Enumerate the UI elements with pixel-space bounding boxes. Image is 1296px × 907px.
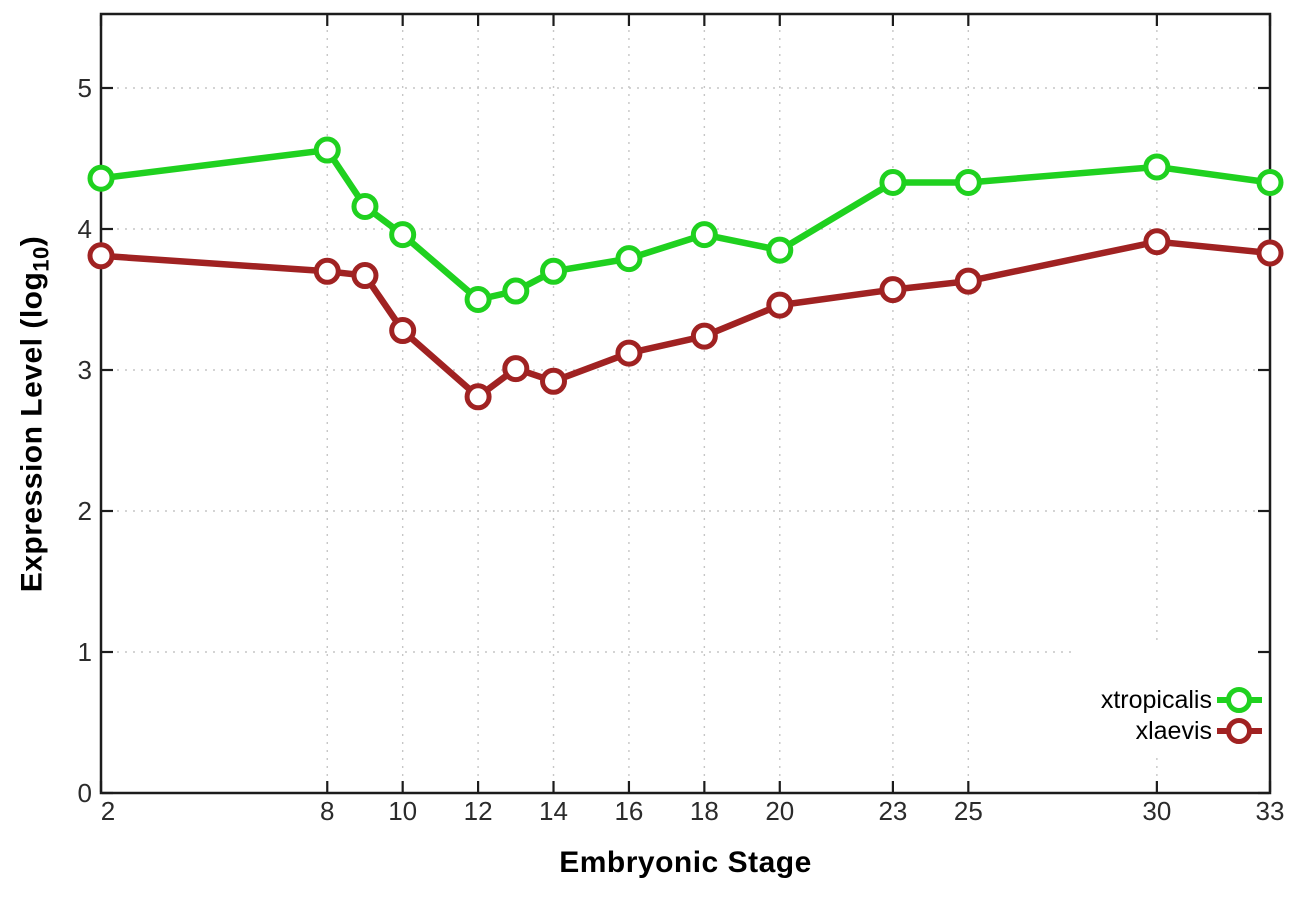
data-point-marker bbox=[540, 367, 568, 395]
data-point-marker bbox=[351, 262, 379, 290]
data-point-marker bbox=[313, 136, 341, 164]
x-tick-label: 12 bbox=[464, 796, 493, 826]
data-point-marker bbox=[1256, 168, 1284, 196]
legend-row-xlaevis: xlaevis bbox=[1136, 717, 1262, 745]
y-axis-title-text: Expression Level (log bbox=[15, 271, 49, 593]
x-tick-label: 20 bbox=[765, 796, 794, 826]
data-point-marker bbox=[313, 257, 341, 285]
data-point-marker bbox=[879, 276, 907, 304]
y-axis-title: Expression Level (log10) bbox=[16, 236, 55, 593]
data-point-marker bbox=[954, 168, 982, 196]
data-point-marker bbox=[87, 242, 115, 270]
data-point-marker bbox=[464, 383, 492, 411]
series-markers-xlaevis bbox=[87, 228, 1284, 411]
data-point-marker bbox=[1143, 228, 1171, 256]
y-tick-label: 0 bbox=[78, 778, 92, 808]
data-point-marker bbox=[1256, 239, 1284, 267]
legend-row-xtropicalis: xtropicalis bbox=[1101, 686, 1262, 714]
data-point-marker bbox=[540, 257, 568, 285]
y-tick-label: 5 bbox=[78, 73, 92, 103]
x-axis-title: Embryonic Stage bbox=[559, 846, 812, 879]
x-tick-label: 23 bbox=[878, 796, 907, 826]
legend-sample-marker bbox=[1226, 718, 1252, 744]
series-line-xlaevis bbox=[100, 238, 1271, 401]
x-tick-label: 16 bbox=[614, 796, 643, 826]
axis-ticks bbox=[99, 15, 1272, 795]
x-tick-label: 14 bbox=[539, 796, 568, 826]
x-tick-label: 10 bbox=[388, 796, 417, 826]
x-tick-label: 18 bbox=[690, 796, 719, 826]
data-point-marker bbox=[464, 286, 492, 313]
y-tick-label: 1 bbox=[78, 637, 92, 667]
legend-label-xtropicalis: xtropicalis bbox=[1101, 686, 1212, 714]
x-tick-label: 30 bbox=[1142, 796, 1171, 826]
data-point-marker bbox=[766, 236, 794, 264]
x-tick-label: 33 bbox=[1256, 796, 1285, 826]
data-point-marker bbox=[87, 164, 115, 192]
legend-label-xlaevis: xlaevis bbox=[1136, 717, 1212, 745]
data-point-marker bbox=[615, 245, 643, 273]
data-point-marker bbox=[502, 277, 530, 305]
y-tick-label: 3 bbox=[78, 355, 92, 385]
data-point-marker bbox=[502, 355, 530, 383]
y-axis-title-subscript: 10 bbox=[28, 246, 54, 272]
data-point-marker bbox=[351, 192, 379, 220]
data-point-marker bbox=[766, 291, 794, 319]
y-tick-label: 2 bbox=[78, 496, 92, 526]
x-tick-label: 2 bbox=[101, 796, 115, 826]
data-point-marker bbox=[615, 339, 643, 367]
grid-lines bbox=[100, 14, 1271, 793]
data-point-marker bbox=[1143, 153, 1171, 181]
x-tick-label: 8 bbox=[320, 796, 334, 826]
y-axis-title-close: ) bbox=[15, 235, 49, 247]
data-point-marker bbox=[879, 168, 907, 196]
data-point-marker bbox=[954, 267, 982, 295]
plot-border bbox=[99, 12, 1272, 795]
y-tick-label: 4 bbox=[78, 214, 92, 244]
legend: xtropicalis xlaevis bbox=[1101, 686, 1262, 745]
data-point-marker bbox=[690, 322, 718, 350]
data-point-marker bbox=[389, 317, 417, 345]
data-point-marker bbox=[389, 221, 417, 249]
data-point-marker bbox=[690, 221, 718, 249]
legend-sample-marker bbox=[1226, 687, 1252, 713]
series-line-xtropicalis bbox=[100, 146, 1271, 303]
x-tick-label: 25 bbox=[954, 796, 983, 826]
series-markers-xtropicalis bbox=[87, 136, 1284, 313]
